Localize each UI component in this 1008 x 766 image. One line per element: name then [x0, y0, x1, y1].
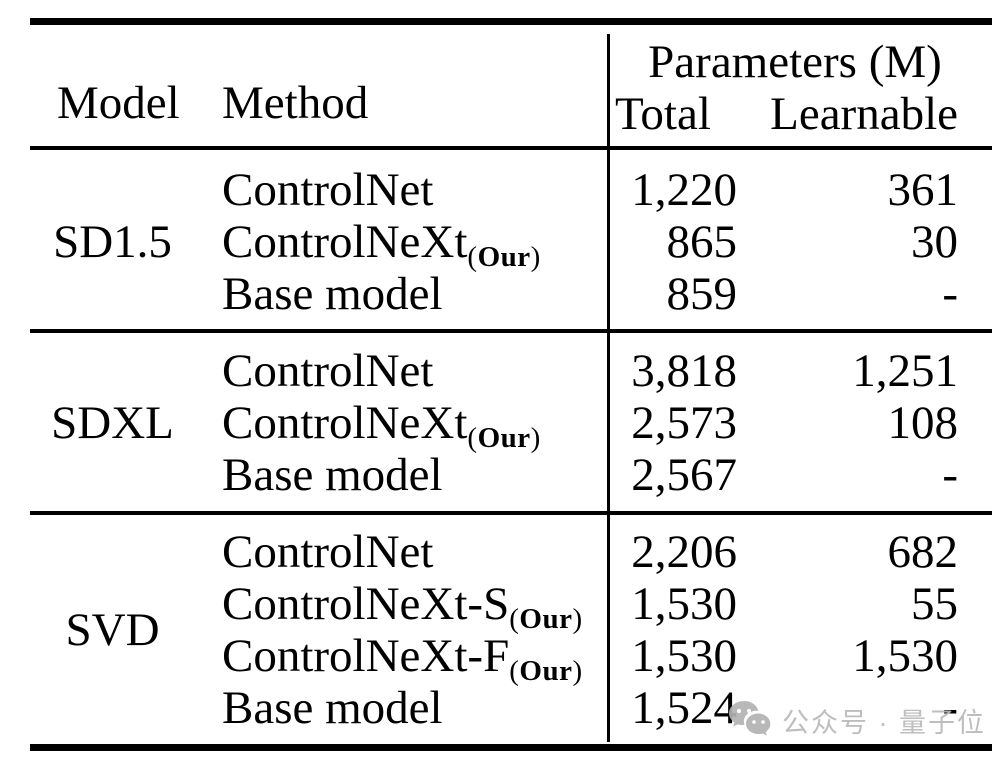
learnable-cell: - — [942, 268, 958, 320]
total-cell: 859 — [666, 268, 738, 320]
method-name: ControlNeXt — [222, 216, 468, 268]
total-cell: 2,573 — [631, 397, 737, 449]
rule-top — [30, 18, 992, 25]
learnable-cell: 682 — [887, 526, 959, 578]
method-name: ControlNet — [222, 526, 434, 578]
method-name: ControlNeXt-S — [222, 578, 510, 630]
learnable-cell: 108 — [887, 397, 959, 449]
header-learnable: Learnable — [770, 88, 958, 140]
header-parameters: Parameters (M) — [648, 36, 942, 88]
method-name: ControlNet — [222, 345, 434, 397]
total-cell: 1,530 — [631, 630, 737, 682]
learnable-cell: 1,251 — [852, 345, 958, 397]
method-cell: ControlNet — [222, 526, 433, 578]
method-name: ControlNeXt — [222, 397, 468, 449]
header-total: Total — [615, 88, 711, 140]
learnable-cell: - — [942, 449, 958, 501]
watermark-text: 公众号 · 量子位 — [782, 707, 986, 738]
method-cell: ControlNeXt-S(Our) — [222, 578, 583, 635]
header-model: Model — [57, 77, 180, 129]
method-cell: ControlNeXt-F(Our) — [222, 630, 583, 687]
rule-header-sep — [30, 146, 992, 150]
header-method: Method — [222, 77, 369, 129]
method-subscript: (Our) — [467, 241, 541, 273]
total-cell: 2,567 — [631, 449, 737, 501]
column-divider-group3 — [607, 515, 610, 742]
column-divider-group2 — [607, 333, 610, 511]
method-cell: ControlNeXt(Our) — [222, 216, 541, 273]
column-divider-header — [607, 34, 610, 146]
rule-bottom — [30, 744, 992, 751]
total-cell: 2,206 — [631, 526, 737, 578]
rule-group1-sep — [30, 329, 992, 333]
wechat-icon — [728, 700, 772, 740]
method-cell: Base model — [222, 449, 443, 501]
rule-group2-sep — [30, 511, 992, 515]
method-cell: Base model — [222, 268, 443, 320]
learnable-cell: - — [942, 682, 958, 734]
model-group-label: SVD — [65, 604, 160, 656]
method-cell: Base model — [222, 682, 443, 734]
total-cell: 3,818 — [631, 345, 737, 397]
method-subscript: (Our) — [509, 603, 583, 635]
learnable-cell: 1,530 — [852, 630, 958, 682]
method-subscript: (Our) — [467, 422, 541, 454]
model-group-label: SD1.5 — [53, 216, 172, 268]
method-name: Base model — [222, 268, 443, 320]
column-divider-group1 — [607, 150, 610, 329]
total-cell: 1,524 — [631, 682, 737, 734]
total-cell: 865 — [666, 216, 738, 268]
total-cell: 1,220 — [631, 164, 737, 216]
method-name: ControlNet — [222, 164, 434, 216]
method-cell: ControlNet — [222, 164, 433, 216]
learnable-cell: 30 — [911, 216, 958, 268]
method-subscript: (Our) — [509, 655, 583, 687]
watermark: 公众号 · 量子位 — [728, 698, 986, 742]
method-cell: ControlNeXt(Our) — [222, 397, 541, 454]
total-cell: 1,530 — [631, 578, 737, 630]
method-name: Base model — [222, 682, 443, 734]
model-group-label: SDXL — [51, 397, 174, 449]
method-name: ControlNeXt-F — [222, 630, 510, 682]
method-name: Base model — [222, 449, 443, 501]
learnable-cell: 55 — [911, 578, 958, 630]
learnable-cell: 361 — [887, 164, 959, 216]
method-cell: ControlNet — [222, 345, 433, 397]
